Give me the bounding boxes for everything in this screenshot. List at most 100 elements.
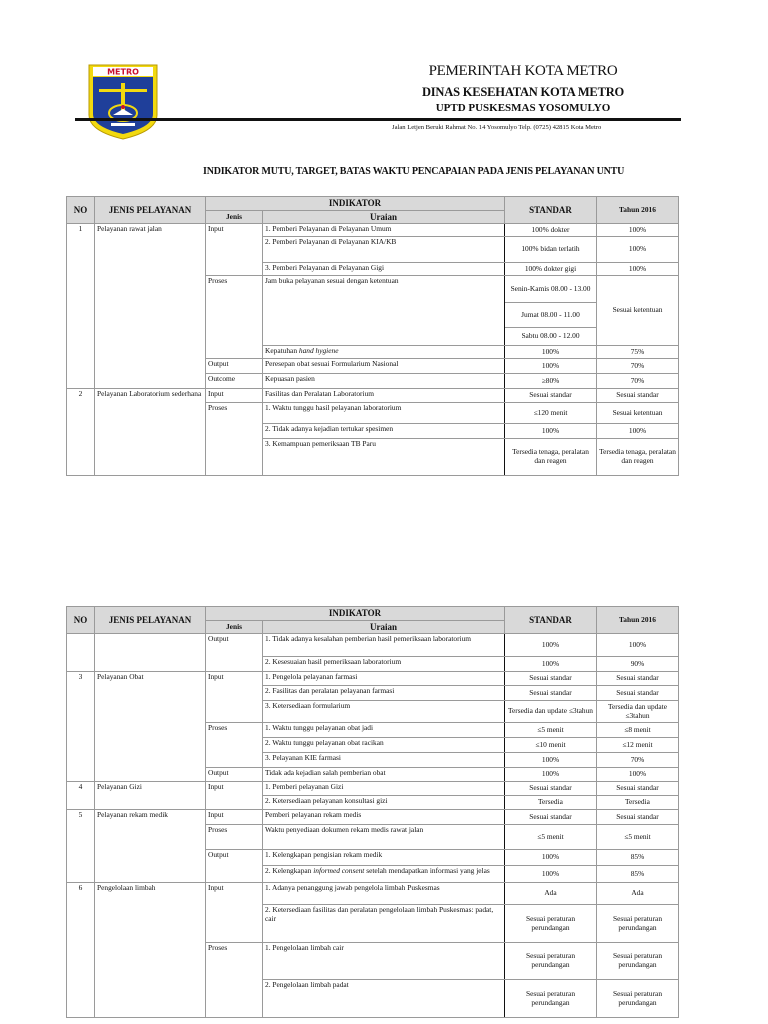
description-text: 2. Waktu tunggu pelayanan obat racikan [265, 738, 384, 747]
indicator-type: Output [205, 358, 263, 374]
indicator-table-1: NO JENIS PELAYANAN INDIKATOR STANDAR Tahun 2… [66, 196, 679, 476]
indicator-type: Proses [205, 402, 263, 476]
svg-text:METRO: METRO [107, 68, 139, 77]
description-text: 2. Kelengkapan [265, 866, 314, 875]
indicator-type: Input [205, 781, 263, 810]
description-text: 1. Pengelola pelayanan farmasi [265, 672, 358, 681]
target-2016-value: 100% [596, 633, 679, 657]
indicator-description: 1. Waktu tunggu pelayanan obat jadi [262, 722, 505, 738]
description-text: 2. Kesesuaian hasil pemeriksaan laborato… [265, 657, 402, 666]
target-2016-value: 100% [596, 767, 679, 782]
target-2016-value: Sesuai standar [596, 671, 679, 686]
table-row: 1 Pelayanan rawat jalan Input 1. Pemberi Pe… [66, 223, 679, 389]
target-2016-value: 70% [596, 373, 679, 389]
header-indikator: INDIKATOR [205, 196, 505, 211]
standard-value: Tersedia dan update ≤3tahun [504, 700, 597, 723]
description-text-after: setelah mendapatkan informasi yang jelas [364, 866, 490, 875]
service-name: Pelayanan Obat [94, 671, 206, 782]
target-2016-value: 100% [596, 223, 679, 237]
target-2016-value: 100% [596, 236, 679, 263]
table-row: Kepatuhan hand hygiene 100% 75% [67, 345, 679, 359]
table-header-row: Jenis Uraian [67, 620, 679, 634]
service-number: 6 [66, 882, 95, 1018]
indicator-description: 1. Adanya penanggung jawab pengelola lim… [262, 882, 505, 905]
header-standar: STANDAR [504, 606, 597, 634]
indicator-description: Tidak ada kejadian salah pemberian obat [262, 767, 505, 782]
description-text: 3. Ketersediaan formularium [265, 701, 351, 710]
indicator-type: Input [205, 809, 263, 825]
indicator-description: 3. Pelayanan KIE farmasi [262, 752, 505, 768]
standard-value: ≥80% [504, 373, 597, 389]
indicator-type: Input [205, 671, 263, 723]
indicator-description: Jam buka pelayanan sesuai dengan ketentu… [262, 275, 505, 346]
table-row: 3. Kemampuan pemeriksaan TB Paru Tersedia… [67, 438, 679, 476]
standard-value: ≤5 menit [504, 824, 597, 850]
letterhead-department: DINAS KESEHATAN KOTA METRO [421, 85, 625, 99]
description-text: 2. Pemberi Pelayanan di Pelayanan KIA/KB [265, 237, 397, 246]
description-text: Waktu penyediaan dokumen rekam medis raw… [265, 825, 424, 834]
table-row: 6 Pengelolaan limbah Input 1. Adanya penang… [66, 882, 679, 1018]
target-2016-value: 75% [596, 345, 679, 359]
description-text: 3. Kemampuan pemeriksaan TB Paru [265, 439, 376, 448]
service-number: 5 [66, 809, 95, 883]
target-2016-value: Sesuai standar [596, 388, 679, 403]
table-row: Output Tidak ada kejadian salah pemberian… [67, 767, 679, 782]
target-2016-value: Sesuai peraturan perundangan [596, 904, 679, 943]
indicator-type: Output [205, 767, 263, 782]
indicator-type: Proses [205, 275, 263, 359]
header-no: NO [66, 196, 95, 224]
description-text: 2. Ketersediaan fasilitas dan peralatan … [265, 905, 494, 923]
description-text: 1. Pemberi Pelayanan di Pelayanan Umum [265, 224, 392, 233]
header-jenis-pelayanan: JENIS PELAYANAN [94, 606, 206, 634]
indicator-description: 1. Pemberi Pelayanan di Pelayanan Umum [262, 223, 505, 237]
target-2016-value: 85% [596, 849, 679, 866]
target-2016-value: 100% [596, 423, 679, 439]
standard-value: 100% [504, 752, 597, 768]
table-row: 2. Pengelolaan limbah padat Sesuai peratu… [67, 979, 679, 1018]
indicator-description: 2. Ketersediaan pelayanan konsultasi giz… [262, 795, 505, 810]
description-text: Tidak ada kejadian salah pemberian obat [265, 768, 386, 777]
description-text: 1. Waktu tunggu hasil pelayanan laborato… [265, 403, 402, 412]
table-row: Jumat 08.00 - 11.00 [67, 302, 679, 328]
indicator-type: Outcome [205, 373, 263, 389]
indicator-type: Input [205, 223, 263, 276]
target-2016-value: Sesuai ketentuan [596, 275, 679, 346]
table-row: 2 Pelayanan Laboratorium sederhana Input Fa… [66, 388, 679, 476]
standard-value: Sesuai peraturan perundangan [504, 979, 597, 1018]
indicator-description: 1. Pengelolaan limbah cair [262, 942, 505, 980]
standard-value: Sesuai standar [504, 685, 597, 701]
description-text: 2. Pengelolaan limbah padat [265, 980, 349, 989]
standard-value: 100% [504, 865, 597, 883]
indicator-description: 2. Ketersediaan fasilitas dan peralatan … [262, 904, 505, 943]
table-row: Proses 1. Waktu tunggu hasil pelayanan la… [67, 402, 679, 476]
standard-value: Sabtu 08.00 - 12.00 [504, 327, 597, 346]
header-tahun: Tahun 2016 [596, 196, 679, 224]
indicator-description: 3. Ketersediaan formularium [262, 700, 505, 723]
description-text: 1. Kelengkapan pengisian rekam medik [265, 850, 383, 859]
indicator-description: Waktu penyediaan dokumen rekam medis raw… [262, 824, 505, 850]
indicator-description: 2. Waktu tunggu pelayanan obat racikan [262, 737, 505, 753]
table-row: 2. Kesesuaian hasil pemeriksaan laborato… [67, 656, 679, 672]
service-number [66, 633, 95, 672]
service-number: 1 [66, 223, 95, 389]
standard-value: 100% [504, 767, 597, 782]
target-2016-value: Sesuai standar [596, 781, 679, 796]
indicator-description: Fasilitas dan Peralatan Laboratorium [262, 388, 505, 403]
document-title: INDIKATOR MUTU, TARGET, BATAS WAKTU PENC… [203, 166, 625, 177]
indicator-description: 1. Pengelola pelayanan farmasi [262, 671, 505, 686]
description-text: Jam buka pelayanan sesuai dengan ketentu… [265, 276, 399, 285]
table-row: 5 Pelayanan rekam medik Input Pemberi pelay… [66, 809, 679, 883]
target-2016-value: Tersedia dan update ≤3tahun [596, 700, 679, 723]
table-row: 3 Pelayanan Obat Input 1. Pengelola pelayan… [66, 671, 679, 782]
indicator-description: Kepuasan pasien [262, 373, 505, 389]
description-text: Fasilitas dan Peralatan Laboratorium [265, 389, 374, 398]
indicator-description: 1. Tidak adanya kesalahan pemberian hasi… [262, 633, 505, 657]
header-jenis: Jenis [205, 620, 263, 634]
table-row: 2. Tidak adanya kejadian tertukar spesim… [67, 423, 679, 439]
letterhead-divider [75, 118, 681, 121]
standard-value: Jumat 08.00 - 11.00 [504, 302, 597, 328]
document-page: METRO PEMERINTAH KOTA METRO DINAS KESEHA… [66, 63, 681, 1018]
standard-value: Sesuai standar [504, 388, 597, 403]
service-number: 4 [66, 781, 95, 810]
indicator-description: 3. Pemberi Pelayanan di Pelayanan Gigi [262, 262, 505, 276]
